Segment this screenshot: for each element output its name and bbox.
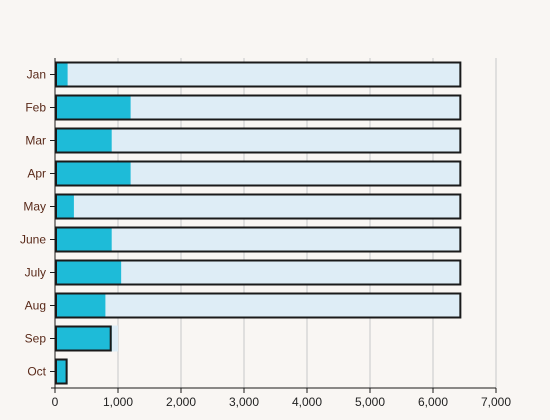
bar-outline-may: [55, 193, 462, 220]
y-tick-label-feb: Feb: [25, 101, 46, 115]
y-tick-label-oct: Oct: [27, 365, 46, 379]
bar-foreground-feb: [55, 94, 131, 121]
bar-foreground-july: [55, 259, 122, 286]
bar-background-july: [55, 259, 462, 286]
bar-foreground-jan: [55, 61, 68, 88]
bar-foreground-aug: [55, 292, 106, 319]
axes: [51, 58, 496, 393]
y-tick-label-may: May: [23, 200, 46, 214]
y-tick-label-july: July: [25, 266, 46, 280]
bar-foreground-oct: [55, 358, 68, 385]
x-tick-label-3000: 3,000: [229, 395, 259, 409]
y-tick-label-june: June: [20, 233, 46, 247]
background-bars: [55, 61, 462, 385]
outlined-bars: [55, 61, 462, 385]
y-tick-label-aug: Aug: [25, 299, 46, 313]
foreground-bars: [55, 61, 131, 385]
y-axis-ticks: Jan Feb Mar Apr May June July Aug Sep Oct: [20, 68, 55, 379]
bar-outline-oct: [55, 358, 68, 385]
bar-background-may: [55, 193, 462, 220]
bar-outline-apr: [55, 160, 462, 187]
x-tick-label-4000: 4,000: [292, 395, 322, 409]
bar-foreground-apr: [55, 160, 131, 187]
bar-background-aug: [55, 292, 462, 319]
bar-foreground-june: [55, 226, 112, 253]
bar-outline-aug: [55, 292, 462, 319]
x-tick-label-6000: 6,000: [418, 395, 448, 409]
x-tick-label-5000: 5,000: [355, 395, 385, 409]
bar-foreground-may: [55, 193, 74, 220]
x-axis-ticks: 0 1,000 2,000 3,000 4,000 5,000 6,000 7,000: [52, 388, 511, 409]
y-tick-label-jan: Jan: [27, 68, 46, 82]
bar-foreground-sep: [55, 325, 112, 352]
bar-background-june: [55, 226, 462, 253]
y-tick-label-sep: Sep: [25, 332, 47, 346]
x-tick-label-0: 0: [52, 395, 59, 409]
bar-outline-sep: [55, 325, 112, 352]
x-tick-label-7000: 7,000: [481, 395, 511, 409]
bar-outline-july: [55, 259, 462, 286]
y-tick-label-apr: Apr: [27, 167, 46, 181]
bar-background-mar: [55, 127, 462, 154]
bar-outline-mar: [55, 127, 462, 154]
x-tick-label-2000: 2,000: [166, 395, 196, 409]
bar-foreground-mar: [55, 127, 112, 154]
bar-outline-jan: [55, 61, 462, 88]
bar-outline-june: [55, 226, 462, 253]
x-tick-label-1000: 1,000: [103, 395, 133, 409]
bar-outline-feb: [55, 94, 462, 121]
bar-background-jan: [55, 61, 462, 88]
y-tick-label-mar: Mar: [25, 134, 46, 148]
